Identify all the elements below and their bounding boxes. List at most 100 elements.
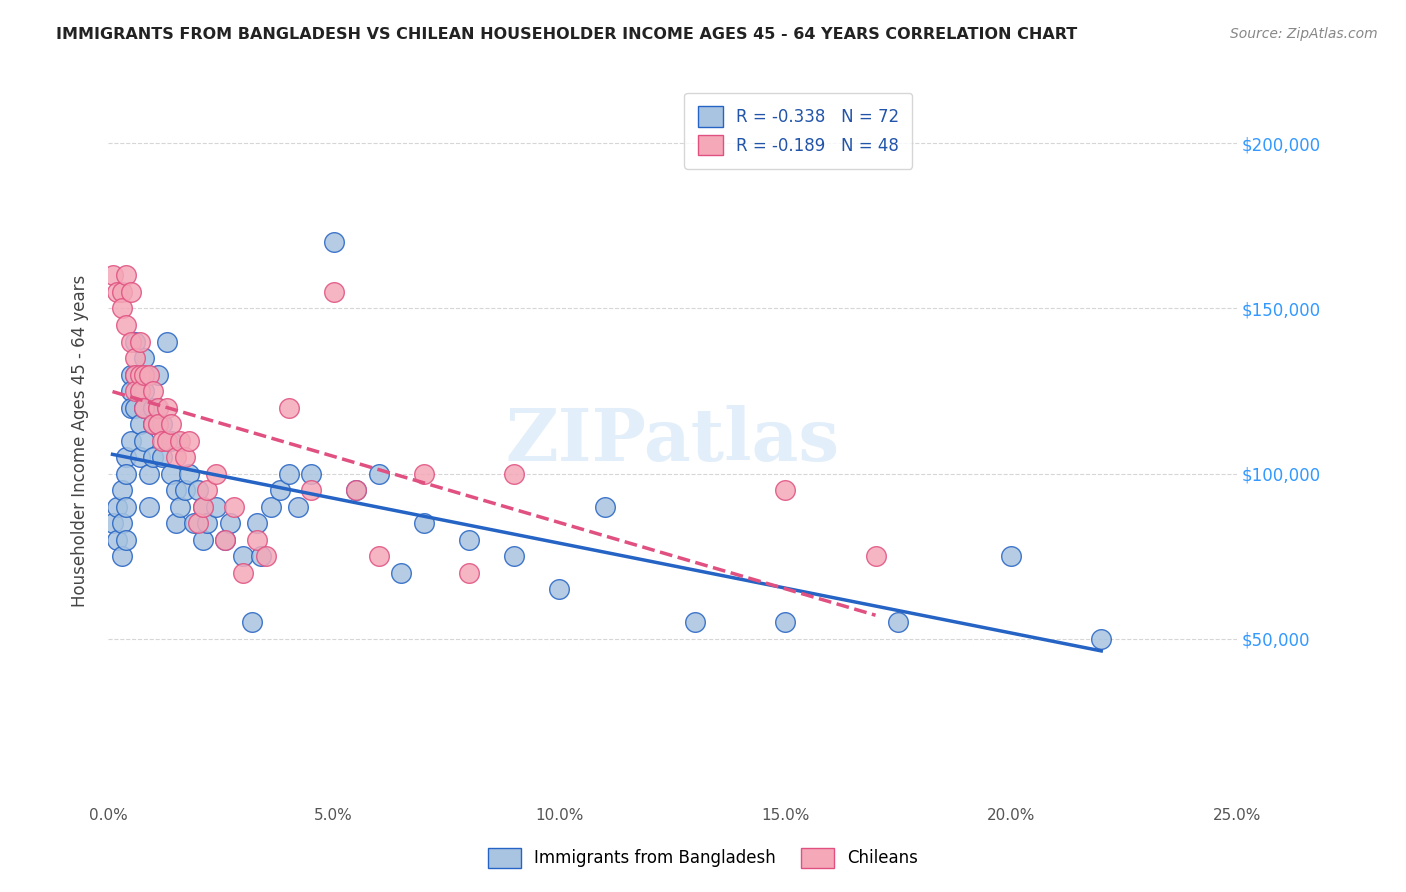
Text: Source: ZipAtlas.com: Source: ZipAtlas.com: [1230, 27, 1378, 41]
Point: [120, 401, 142, 415]
Point: [132, 351, 155, 365]
Point: [165, 450, 187, 464]
Point: [124, 401, 146, 415]
Point: [344, 483, 367, 497]
Point: [191, 533, 214, 547]
Point: [1090, 632, 1112, 646]
Point: [156, 434, 179, 448]
Point: [105, 285, 128, 299]
Point: [120, 334, 142, 349]
Point: [865, 549, 887, 563]
Point: [124, 334, 146, 349]
Point: [458, 566, 481, 580]
Point: [105, 500, 128, 514]
Point: [138, 467, 160, 481]
Point: [183, 516, 205, 530]
Point: [232, 549, 254, 563]
Point: [195, 483, 218, 497]
Point: [115, 268, 138, 283]
Point: [120, 285, 142, 299]
Point: [287, 500, 309, 514]
Point: [259, 500, 281, 514]
Point: [214, 533, 236, 547]
Point: [142, 450, 165, 464]
Point: [101, 516, 124, 530]
Point: [124, 368, 146, 382]
Point: [142, 417, 165, 431]
Point: [128, 417, 150, 431]
Point: [105, 533, 128, 547]
Point: [503, 467, 526, 481]
Point: [156, 401, 179, 415]
Point: [128, 450, 150, 464]
Point: [138, 368, 160, 382]
Point: [277, 401, 299, 415]
Point: [160, 417, 183, 431]
Point: [299, 483, 322, 497]
Point: [146, 368, 169, 382]
Point: [142, 417, 165, 431]
Point: [413, 516, 436, 530]
Point: [191, 500, 214, 514]
Point: [299, 467, 322, 481]
Point: [115, 318, 138, 332]
Point: [146, 401, 169, 415]
Point: [205, 467, 228, 481]
Point: [179, 467, 201, 481]
Point: [120, 434, 142, 448]
Point: [169, 500, 191, 514]
Point: [219, 516, 242, 530]
Point: [683, 615, 706, 629]
Point: [101, 268, 124, 283]
Point: [165, 483, 187, 497]
Point: [160, 467, 183, 481]
Point: [124, 384, 146, 398]
Point: [344, 483, 367, 497]
Text: IMMIGRANTS FROM BANGLADESH VS CHILEAN HOUSEHOLDER INCOME AGES 45 - 64 YEARS CORR: IMMIGRANTS FROM BANGLADESH VS CHILEAN HO…: [56, 27, 1077, 42]
Point: [503, 549, 526, 563]
Point: [250, 549, 273, 563]
Point: [132, 384, 155, 398]
Point: [224, 500, 246, 514]
Text: ZIPatlas: ZIPatlas: [505, 405, 839, 476]
Point: [138, 500, 160, 514]
Point: [458, 533, 481, 547]
Point: [205, 500, 228, 514]
Point: [120, 384, 142, 398]
Point: [142, 401, 165, 415]
Point: [191, 500, 214, 514]
Point: [187, 483, 209, 497]
Point: [232, 566, 254, 580]
Point: [246, 533, 269, 547]
Point: [1000, 549, 1022, 563]
Point: [128, 368, 150, 382]
Point: [367, 467, 389, 481]
Point: [132, 401, 155, 415]
Point: [165, 516, 187, 530]
Point: [413, 467, 436, 481]
Point: [110, 285, 132, 299]
Point: [169, 434, 191, 448]
Point: [128, 384, 150, 398]
Point: [150, 434, 173, 448]
Point: [132, 401, 155, 415]
Point: [128, 334, 150, 349]
Point: [146, 401, 169, 415]
Point: [593, 500, 616, 514]
Point: [142, 384, 165, 398]
Point: [115, 467, 138, 481]
Y-axis label: Householder Income Ages 45 - 64 years: Householder Income Ages 45 - 64 years: [72, 275, 89, 607]
Point: [773, 483, 796, 497]
Point: [115, 533, 138, 547]
Point: [124, 351, 146, 365]
Point: [277, 467, 299, 481]
Point: [173, 483, 195, 497]
Point: [150, 417, 173, 431]
Point: [773, 615, 796, 629]
Point: [254, 549, 277, 563]
Point: [391, 566, 413, 580]
Point: [214, 533, 236, 547]
Point: [187, 516, 209, 530]
Point: [115, 500, 138, 514]
Point: [146, 417, 169, 431]
